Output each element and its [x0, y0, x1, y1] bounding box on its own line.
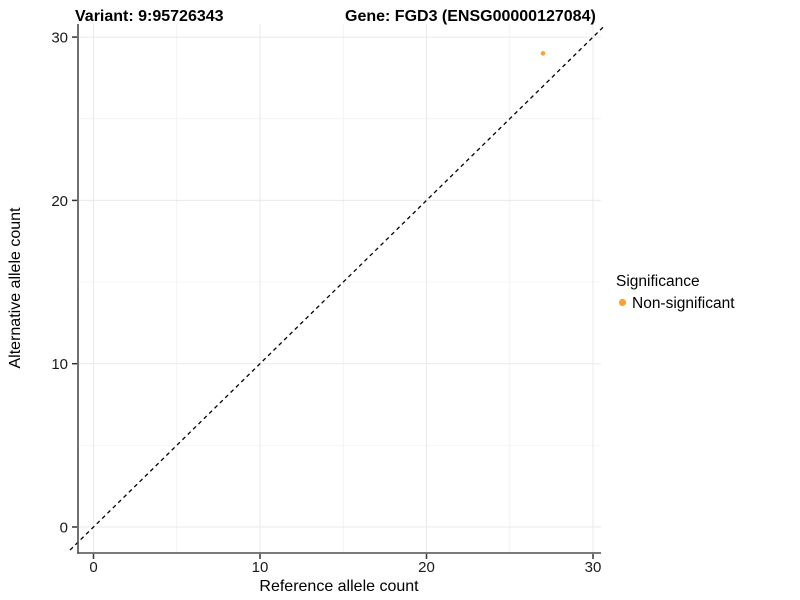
legend-marker-icon [618, 298, 627, 307]
identity-line [69, 26, 604, 551]
x-tick-label: 20 [418, 559, 435, 576]
legend-item-label: Non-significant [632, 295, 735, 312]
data-points [540, 51, 546, 56]
x-axis-ticks: 0 10 20 30 [89, 554, 601, 576]
legend: Significance Non-significant [616, 273, 735, 312]
x-tick-label: 0 [89, 559, 97, 576]
y-tick-label: 0 [60, 520, 68, 537]
x-axis-label: Reference allele count [259, 578, 419, 595]
legend-title: Significance [616, 273, 700, 290]
gridlines-major [78, 24, 601, 553]
variant-title: Variant: 9:95726343 [75, 8, 224, 25]
y-tick-label: 10 [51, 356, 68, 373]
gene-title: Gene: FGD3 (ENSG00000127084) [345, 8, 596, 25]
y-tick-label: 20 [51, 193, 68, 210]
y-axis-label: Alternative allele count [7, 207, 24, 369]
x-tick-label: 10 [252, 559, 269, 576]
x-tick-label: 30 [585, 559, 602, 576]
y-tick-label: 30 [51, 30, 68, 47]
gridlines-minor [78, 24, 601, 553]
y-axis-ticks: 0 10 20 30 [51, 30, 77, 537]
data-point [540, 51, 546, 56]
